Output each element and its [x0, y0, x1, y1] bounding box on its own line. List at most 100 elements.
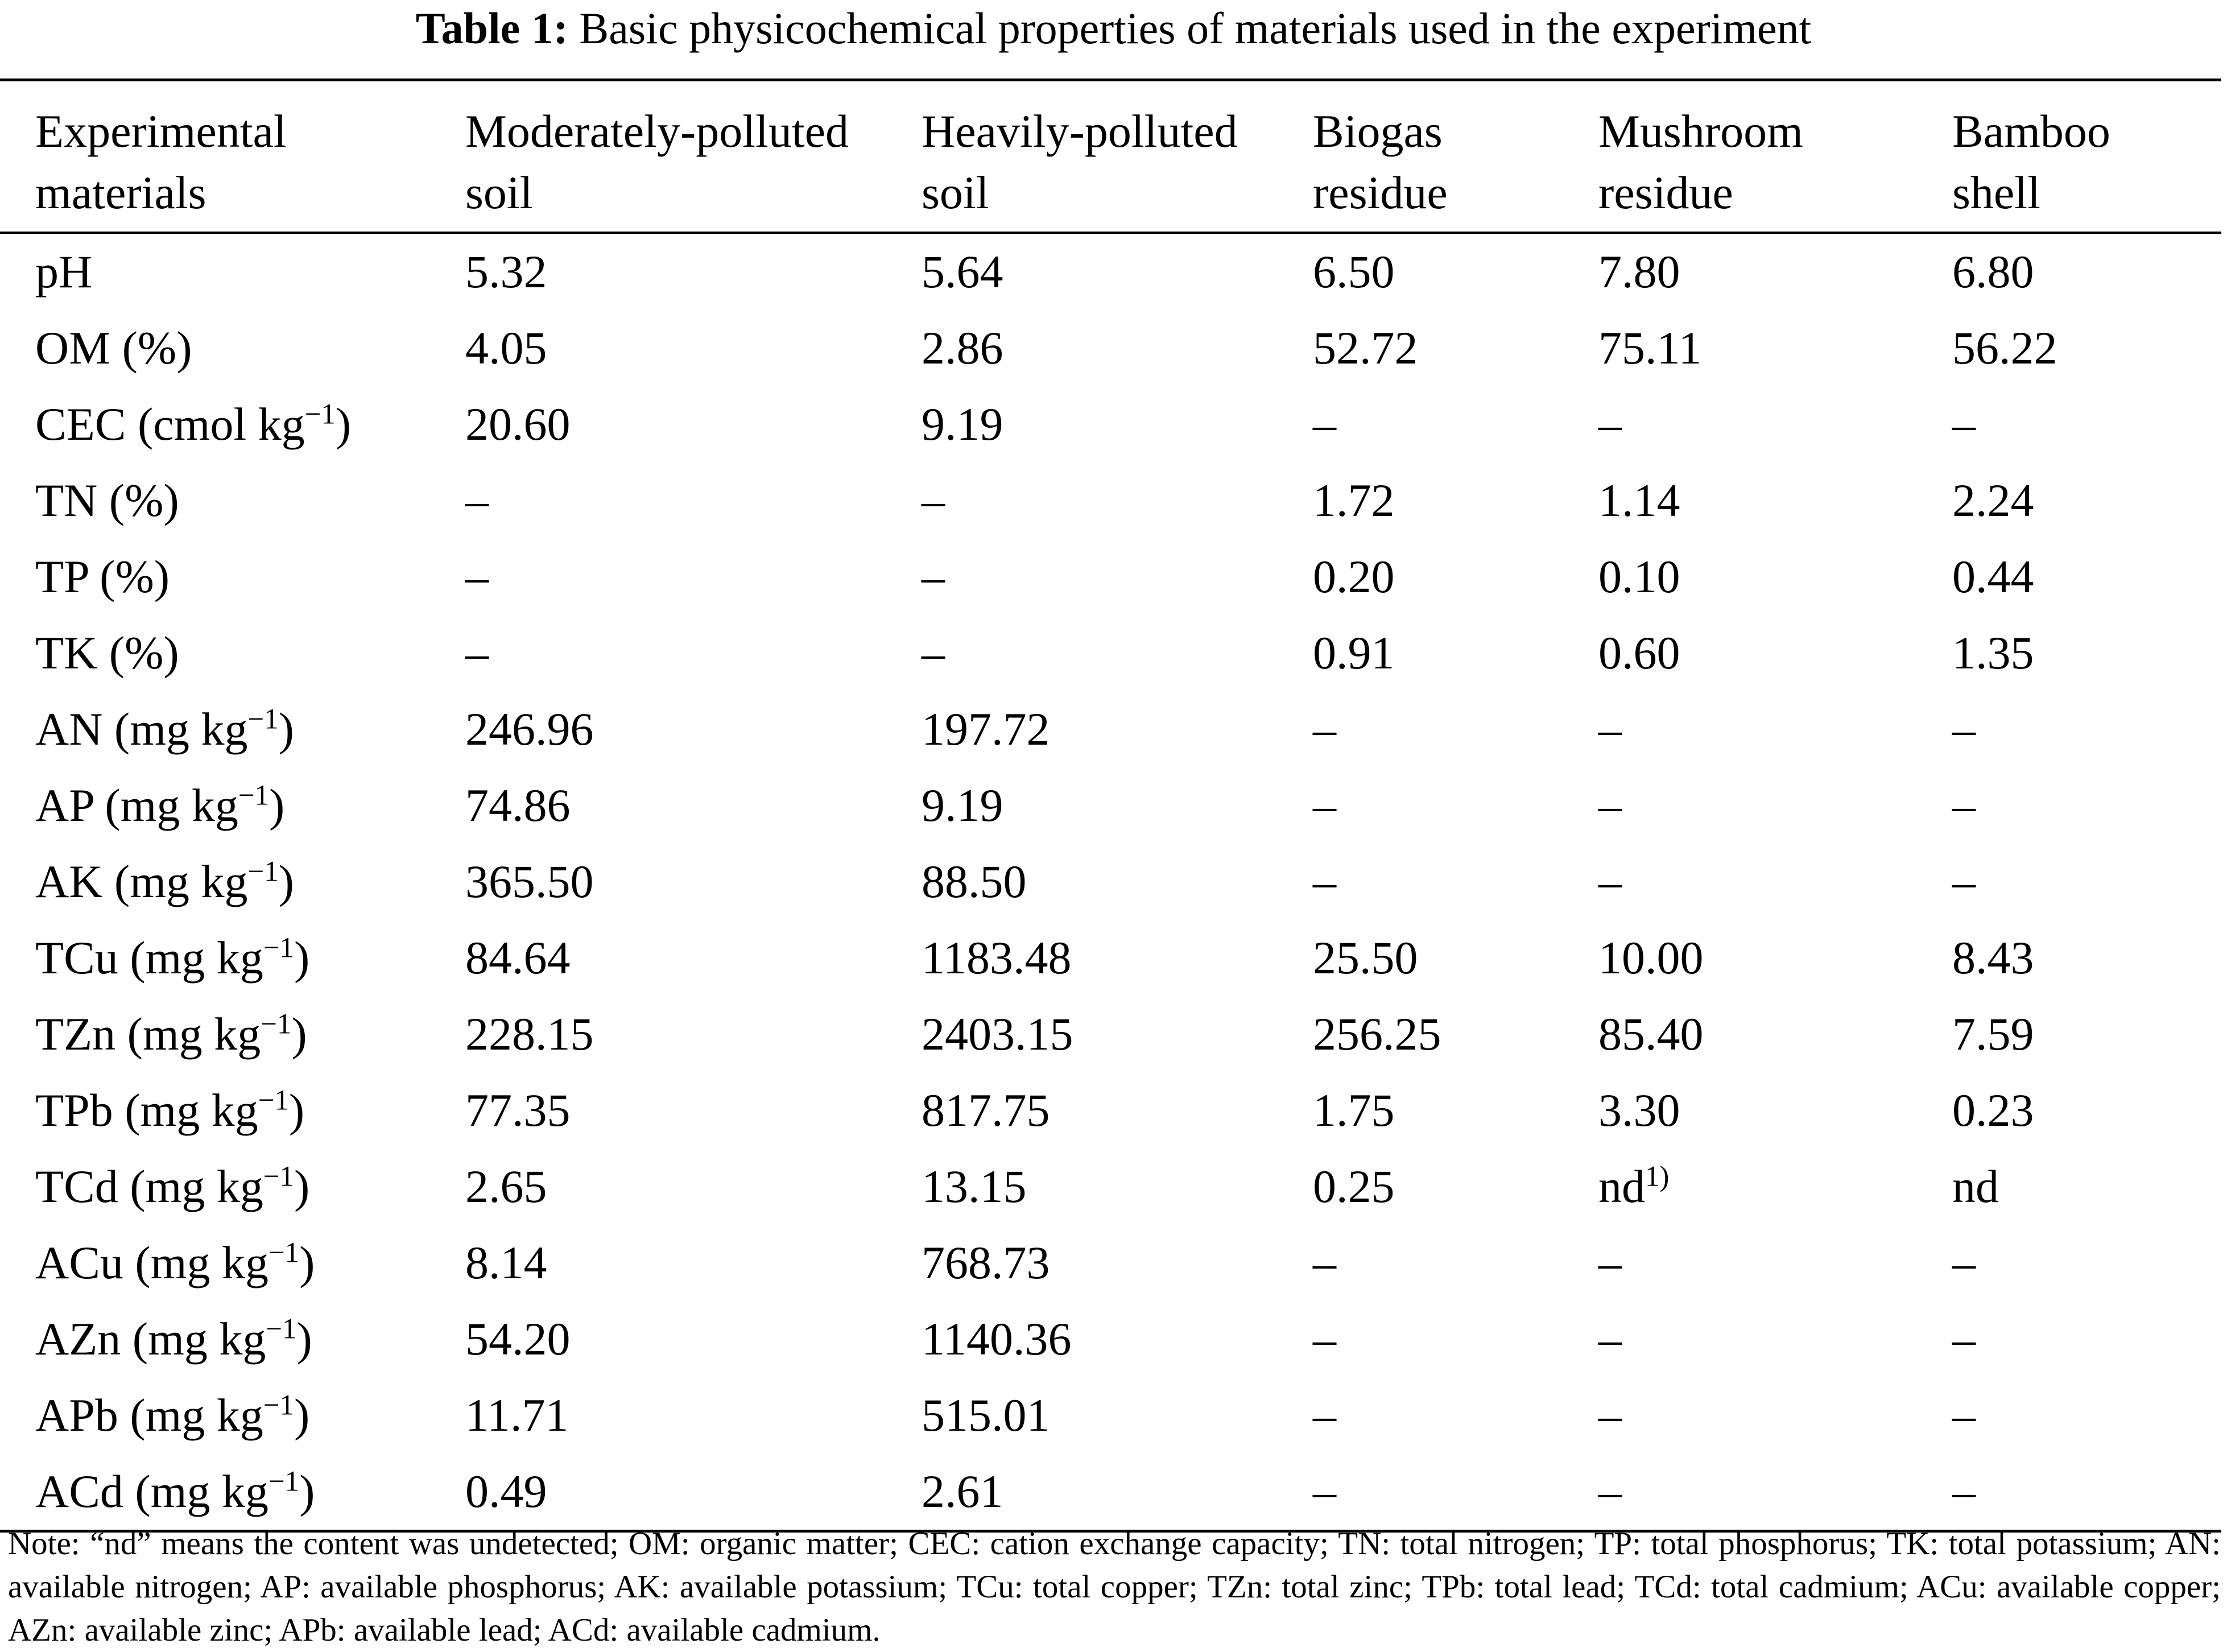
table-cell: 7.59: [1917, 996, 2221, 1072]
row-label: OM (%): [0, 310, 430, 386]
cell-value: 1.72: [1313, 474, 1395, 526]
table-cell: 197.72: [886, 691, 1278, 767]
table-cell: 5.32: [430, 233, 886, 310]
unit-exponent: −1: [258, 1084, 289, 1116]
row-label-text: ACu (mg kg: [35, 1237, 268, 1288]
cell-value: 0.23: [1952, 1084, 2034, 1136]
table-cell: 85.40: [1563, 996, 1917, 1072]
cell-value: –: [1952, 1237, 1976, 1288]
cell-value: 54.20: [465, 1313, 571, 1365]
table-row: ACu (mg kg−1) 8.14 768.73 – – –: [0, 1225, 2221, 1301]
cell-value: –: [1598, 1465, 1622, 1517]
table-row: TPb (mg kg−1) 77.35 817.75 1.75 3.30 0.23: [0, 1072, 2221, 1149]
table-cell: 11.71: [430, 1377, 886, 1453]
table-cell: –: [1563, 844, 1917, 920]
table-cell: 0.91: [1278, 615, 1563, 691]
row-label: ACu (mg kg−1): [35, 1236, 315, 1288]
table-cell: 2.24: [1917, 462, 2221, 539]
cell-value: 1183.48: [922, 932, 1072, 984]
cell-value: –: [1598, 779, 1622, 831]
cell-value: 20.60: [465, 398, 571, 450]
table-cell: 768.73: [886, 1225, 1278, 1301]
cell-value: –: [1598, 1389, 1622, 1441]
table-cell: 0.10: [1563, 539, 1917, 615]
cell-value: 0.60: [1598, 627, 1680, 679]
row-label-text: AP (mg kg: [35, 779, 238, 831]
table-row: APb (mg kg−1) 11.71 515.01 – – –: [0, 1377, 2221, 1453]
row-label: TPb (mg kg−1): [35, 1084, 305, 1136]
table-row: TK (%) – – 0.91 0.60 1.35: [0, 615, 2221, 691]
unit-exponent: −1: [238, 779, 269, 811]
cell-value: nd: [1598, 1160, 1645, 1212]
cell-value: 9.19: [922, 779, 1003, 831]
cell-value: –: [1313, 703, 1336, 755]
row-label-text: TPb (mg kg: [35, 1084, 258, 1136]
cell-value: –: [922, 474, 945, 526]
table-row: TN (%) – – 1.72 1.14 2.24: [0, 462, 2221, 539]
cell-value: 5.32: [465, 246, 547, 298]
table-cell: –: [1917, 1225, 2221, 1301]
table-row: OM (%) 4.05 2.86 52.72 75.11 56.22: [0, 310, 2221, 386]
table-cell: –: [886, 539, 1278, 615]
table-cell: 0.20: [1278, 539, 1563, 615]
table-body: pH 5.32 5.64 6.50 7.80 6.80 OM (%) 4.05 2.86 52.7…: [0, 233, 2221, 1531]
table-row: ACd (mg kg−1) 0.49 2.61 – – –: [0, 1453, 2221, 1531]
cell-value: 0.91: [1313, 627, 1395, 679]
table-row: TCd (mg kg−1) 2.65 13.15 0.25 nd1) nd: [0, 1149, 2221, 1225]
table-cell: 1140.36: [886, 1301, 1278, 1377]
column-header-line: materials: [35, 167, 206, 218]
cell-value: –: [1598, 1313, 1622, 1365]
row-label: ACd (mg kg−1): [35, 1465, 315, 1517]
cell-value: 6.80: [1952, 246, 2034, 298]
row-label-text: TP (%): [35, 551, 170, 602]
table-cell: –: [1563, 691, 1917, 767]
table-cell: 1.72: [1278, 462, 1563, 539]
table-cell: 5.64: [886, 233, 1278, 310]
unit-exponent: −1: [263, 931, 294, 964]
table-caption-text: Basic physicochemical properties of mate…: [579, 3, 1812, 53]
cell-value: 0.49: [465, 1465, 547, 1517]
unit-exponent: −1: [263, 1389, 295, 1421]
cell-value: –: [1313, 856, 1336, 907]
row-label-text: TCd (mg kg: [35, 1160, 263, 1212]
table-cell: –: [1563, 1377, 1917, 1453]
cell-value: 13.15: [922, 1160, 1027, 1212]
cell-value: 4.05: [465, 322, 547, 374]
column-header-line: Heavily-polluted: [922, 105, 1238, 157]
table-row: pH 5.32 5.64 6.50 7.80 6.80: [0, 233, 2221, 310]
cell-value: 0.20: [1313, 551, 1395, 602]
cell-value: nd: [1952, 1160, 1999, 1212]
table-row: AN (mg kg−1) 246.96 197.72 – – –: [0, 691, 2221, 767]
cell-value: –: [1952, 1465, 1976, 1517]
cell-value: –: [1598, 703, 1622, 755]
cell-value: 365.50: [465, 856, 594, 907]
row-label-text: pH: [35, 246, 93, 298]
table-header-row: Experimental materials Moderately-polluted…: [0, 80, 2221, 233]
table-cell: 1.75: [1278, 1072, 1563, 1149]
table-cell: 88.50: [886, 844, 1278, 920]
row-label: AK (mg kg−1): [35, 855, 294, 907]
column-header-line: Mushroom: [1598, 105, 1803, 157]
table-cell: 13.15: [886, 1149, 1278, 1225]
cell-value: –: [1952, 703, 1976, 755]
column-header: Heavily-polluted soil: [886, 80, 1278, 233]
column-header: Experimental materials: [0, 80, 430, 233]
cell-value: 5.64: [922, 246, 1003, 298]
column-header-line: Moderately-polluted: [465, 105, 849, 157]
cell-value: –: [1952, 856, 1976, 907]
row-label: pH: [0, 233, 430, 310]
cell-value: 7.59: [1952, 1008, 2034, 1060]
table-cell: 77.35: [430, 1072, 886, 1149]
cell-value: 10.00: [1598, 932, 1704, 984]
table-cell: 0.25: [1278, 1149, 1563, 1225]
cell-value: 75.11: [1598, 322, 1702, 374]
cell-value: 3.30: [1598, 1084, 1680, 1136]
cell-value: –: [465, 551, 489, 602]
table-cell: nd1): [1563, 1149, 1917, 1225]
cell-value: 77.35: [465, 1084, 571, 1136]
cell-value: 1.75: [1313, 1084, 1395, 1136]
cell-value: –: [1313, 1465, 1336, 1517]
table-row: TZn (mg kg−1) 228.15 2403.15 256.25 85.40 7.5…: [0, 996, 2221, 1072]
table-cell: 228.15: [430, 996, 886, 1072]
table-cell: 74.86: [430, 767, 886, 844]
